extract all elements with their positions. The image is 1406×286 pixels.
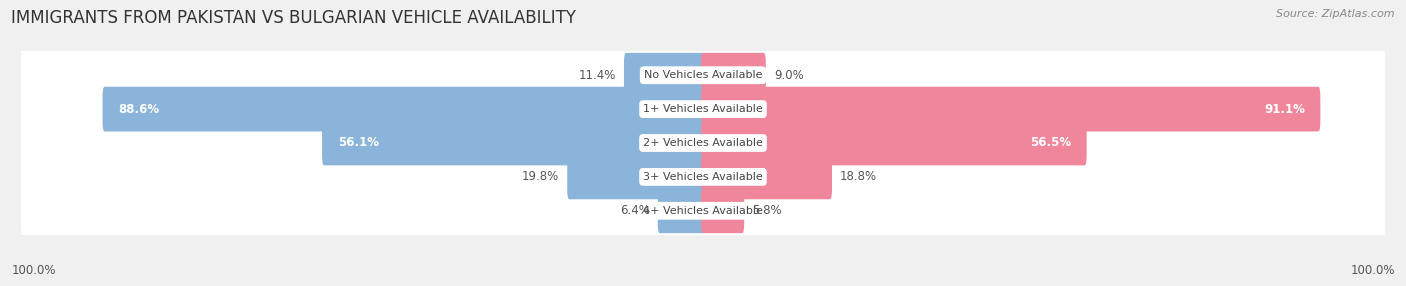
Text: 6.4%: 6.4% bbox=[620, 204, 650, 217]
Text: No Vehicles Available: No Vehicles Available bbox=[644, 70, 762, 80]
Text: 1+ Vehicles Available: 1+ Vehicles Available bbox=[643, 104, 763, 114]
Text: 56.1%: 56.1% bbox=[337, 136, 378, 150]
FancyBboxPatch shape bbox=[103, 87, 704, 132]
Text: 56.5%: 56.5% bbox=[1031, 136, 1071, 150]
FancyBboxPatch shape bbox=[21, 44, 1385, 106]
Text: Source: ZipAtlas.com: Source: ZipAtlas.com bbox=[1277, 9, 1395, 19]
Text: 3+ Vehicles Available: 3+ Vehicles Available bbox=[643, 172, 763, 182]
FancyBboxPatch shape bbox=[21, 78, 1385, 140]
FancyBboxPatch shape bbox=[21, 112, 1385, 174]
FancyBboxPatch shape bbox=[702, 188, 744, 233]
FancyBboxPatch shape bbox=[322, 121, 704, 165]
FancyBboxPatch shape bbox=[624, 53, 704, 98]
Text: 100.0%: 100.0% bbox=[1350, 265, 1395, 277]
Text: 19.8%: 19.8% bbox=[522, 170, 560, 183]
Text: 100.0%: 100.0% bbox=[11, 265, 56, 277]
Text: 2+ Vehicles Available: 2+ Vehicles Available bbox=[643, 138, 763, 148]
FancyBboxPatch shape bbox=[658, 188, 704, 233]
FancyBboxPatch shape bbox=[567, 154, 704, 199]
FancyBboxPatch shape bbox=[702, 87, 1320, 132]
FancyBboxPatch shape bbox=[21, 146, 1385, 208]
Text: 5.8%: 5.8% bbox=[752, 204, 782, 217]
Text: 9.0%: 9.0% bbox=[773, 69, 804, 82]
Text: 11.4%: 11.4% bbox=[578, 69, 616, 82]
FancyBboxPatch shape bbox=[702, 121, 1087, 165]
FancyBboxPatch shape bbox=[21, 180, 1385, 242]
FancyBboxPatch shape bbox=[702, 53, 766, 98]
Text: 18.8%: 18.8% bbox=[841, 170, 877, 183]
Text: IMMIGRANTS FROM PAKISTAN VS BULGARIAN VEHICLE AVAILABILITY: IMMIGRANTS FROM PAKISTAN VS BULGARIAN VE… bbox=[11, 9, 576, 27]
Text: 91.1%: 91.1% bbox=[1264, 103, 1305, 116]
Text: 4+ Vehicles Available: 4+ Vehicles Available bbox=[643, 206, 763, 216]
Text: 88.6%: 88.6% bbox=[118, 103, 159, 116]
FancyBboxPatch shape bbox=[702, 154, 832, 199]
